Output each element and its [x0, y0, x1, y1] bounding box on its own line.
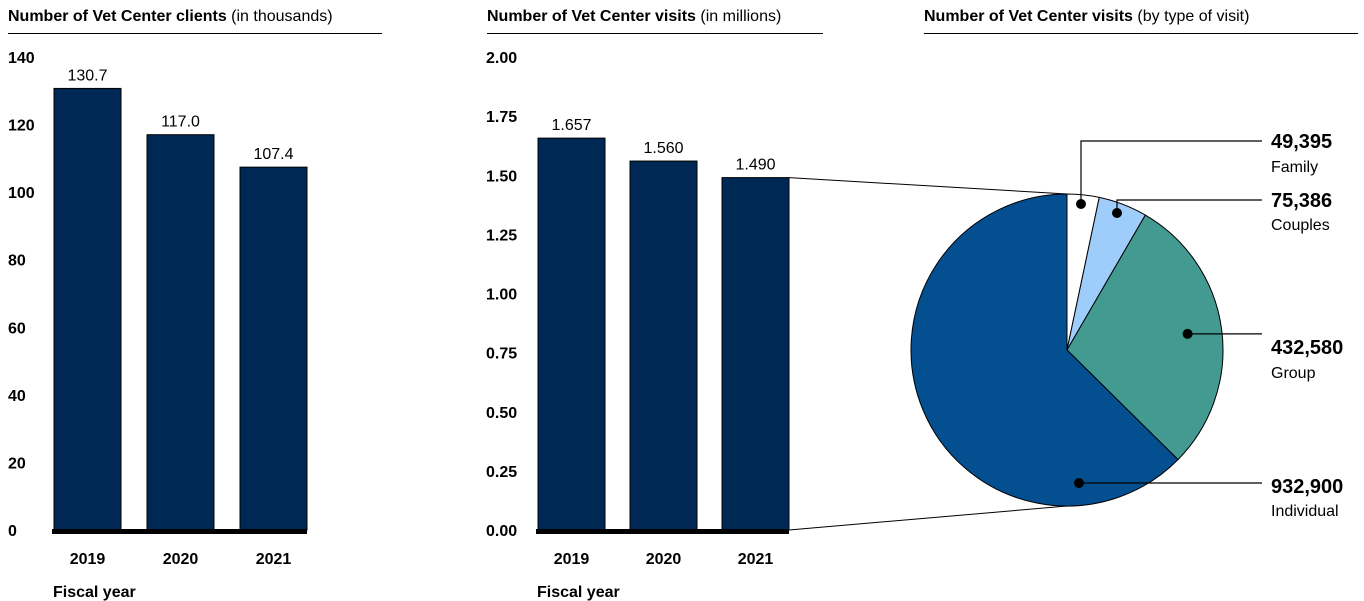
clients-y-tick-label: 0	[8, 523, 17, 540]
pie-leader-dot-couples	[1112, 208, 1122, 218]
clients-value-label: 107.4	[253, 146, 293, 163]
visits-y-tick-label: 1.75	[486, 109, 517, 126]
clients-bar-2020	[146, 134, 215, 531]
visits-y-tick-label: 1.50	[486, 168, 517, 185]
visits-y-tick-label: 1.00	[486, 287, 517, 304]
pie-category-label-couples: Couples	[1271, 217, 1330, 234]
visits-y-tick-label: 1.25	[486, 227, 517, 244]
visits-title-unit: (in millions)	[700, 8, 782, 25]
pie-leader-dot-group	[1182, 328, 1193, 339]
clients-y-tick-label: 100	[8, 185, 35, 202]
clients-y-tick-label: 20	[8, 455, 26, 472]
clients-bar-2019	[53, 87, 122, 531]
clients-chart-title: Number of Vet Center clients (in thousan…	[8, 8, 333, 26]
clients-x-axis-title: Fiscal year	[53, 584, 136, 601]
visits-y-tick-label: 2.00	[486, 50, 517, 67]
visits-bar-2020	[629, 160, 698, 531]
pie-leader-dot-individual	[1074, 478, 1084, 488]
clients-y-tick-label: 60	[8, 320, 26, 337]
pie-title-rule	[924, 33, 1358, 34]
pie-title-unit: (by type of visit)	[1137, 8, 1250, 25]
visits-x-category-label: 2019	[554, 551, 590, 568]
clients-x-category-label: 2020	[163, 551, 199, 568]
visits-title-main: Number of Vet Center visits	[487, 8, 696, 25]
clients-title-unit: (in thousands)	[231, 8, 333, 25]
clients-y-tick-label: 120	[8, 118, 35, 135]
pie-value-label-family: 49,395	[1271, 131, 1332, 153]
visits-x-category-label: 2021	[738, 551, 774, 568]
clients-y-tick-label: 40	[8, 388, 26, 405]
pie-connector-top	[788, 177, 1068, 195]
clients-bar-2021	[239, 166, 308, 531]
pie-title-main: Number of Vet Center visits	[924, 8, 1133, 25]
visits-baseline	[536, 529, 789, 534]
clients-title-rule	[8, 33, 382, 34]
clients-x-category-label: 2019	[70, 551, 106, 568]
visits-bar-2019	[537, 137, 606, 531]
pie-leader-dot-family	[1076, 199, 1086, 209]
clients-y-tick-label: 80	[8, 253, 26, 270]
pie-category-label-family: Family	[1271, 159, 1318, 176]
visits-bar-2021	[721, 177, 790, 531]
pie-category-label-group: Group	[1271, 365, 1316, 382]
visits-value-label: 1.490	[735, 157, 775, 174]
pie-value-label-couples: 75,386	[1271, 190, 1332, 212]
pie-leader-line-family	[1080, 140, 1262, 204]
visits-chart-title: Number of Vet Center visits (in millions…	[487, 8, 781, 26]
visits-y-tick-label: 0.00	[486, 523, 517, 540]
visits-x-category-label: 2020	[646, 551, 682, 568]
visits-y-tick-label: 0.50	[486, 405, 517, 422]
pie-category-label-individual: Individual	[1271, 503, 1339, 520]
clients-baseline	[52, 529, 307, 534]
pie-slice-group	[1066, 214, 1224, 461]
visits-value-label: 1.560	[643, 140, 683, 157]
pie-value-label-individual: 932,900	[1271, 476, 1343, 498]
clients-value-label: 130.7	[67, 67, 107, 84]
visits-title-rule	[487, 33, 823, 34]
pie-connector-bottom	[788, 505, 1068, 531]
clients-y-tick-label: 140	[8, 50, 35, 67]
pie-chart-title: Number of Vet Center visits (by type of …	[924, 8, 1249, 26]
visits-y-tick-label: 0.25	[486, 464, 517, 481]
clients-x-category-label: 2021	[256, 551, 292, 568]
visits-x-axis-title: Fiscal year	[537, 584, 620, 601]
pie-slice-individual	[910, 193, 1179, 507]
pie-value-label-group: 432,580	[1271, 337, 1343, 359]
visits-y-tick-label: 0.75	[486, 346, 517, 363]
visits-value-label: 1.657	[551, 117, 591, 134]
clients-value-label: 117.0	[161, 114, 200, 131]
clients-title-main: Number of Vet Center clients	[8, 8, 227, 25]
